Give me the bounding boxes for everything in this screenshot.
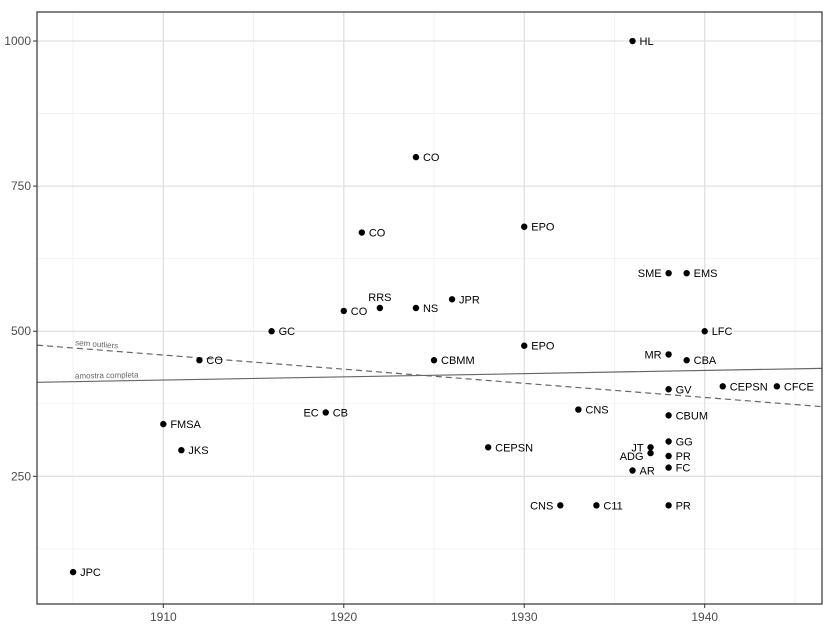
data-point-label: CO (423, 152, 440, 164)
data-point (430, 357, 438, 364)
data-point (268, 328, 275, 335)
data-point-label: GC (279, 326, 296, 338)
data-point (665, 412, 672, 419)
data-point (665, 452, 672, 460)
data-point-label: GV (676, 384, 693, 396)
data-point (665, 438, 672, 445)
data-point (412, 304, 420, 312)
trend-line (36, 344, 823, 408)
data-point (665, 269, 672, 277)
data-point-label: C11 (603, 500, 622, 512)
data-point (521, 223, 528, 230)
data-point (557, 502, 564, 509)
plot-panel-border (36, 11, 823, 605)
y-axis: 250 500 750 1000 (4, 34, 37, 483)
data-point (647, 449, 654, 457)
data-point (773, 383, 781, 390)
data-point (358, 229, 366, 236)
data-point (178, 446, 185, 454)
data-point (719, 383, 726, 390)
data-point-label: LFC (712, 326, 733, 338)
y-tick-label: 750 (11, 179, 31, 193)
data-point-label: EPO (531, 222, 555, 234)
data-point-label: PR (676, 500, 691, 512)
data-point-label: CO (206, 355, 223, 367)
data-point-label: JKS (188, 445, 208, 457)
data-point-label: MR (644, 349, 661, 361)
minor-gridlines (37, 12, 822, 604)
data-point-label: JT (631, 442, 644, 454)
data-point-label: JPR (459, 294, 480, 306)
trend-line-label: amostra completa (75, 370, 139, 380)
data-point-label: CNS (585, 405, 608, 417)
data-point (521, 342, 528, 349)
y-tick-label: 500 (11, 324, 31, 338)
y-tick-label: 250 (11, 469, 31, 483)
data-point-label: EC (303, 407, 318, 419)
data-point (340, 307, 347, 315)
data-point-label: CEPSN (495, 442, 533, 454)
data-point (448, 296, 456, 303)
data-point-label: CFCE (784, 381, 814, 393)
data-point (665, 386, 672, 393)
data-point (69, 568, 77, 576)
major-gridlines (37, 12, 822, 604)
data-point-label: RRS (368, 292, 391, 304)
data-point (647, 444, 654, 451)
trend-lines: amostra completa sem outliers (36, 338, 823, 408)
data-point (683, 357, 690, 364)
data-point-label: EPO (531, 341, 555, 353)
trend-line-label: sem outliers (75, 338, 119, 350)
data-point (593, 502, 600, 509)
data-point-label: CEPSN (730, 381, 768, 393)
data-point (665, 464, 672, 471)
data-point (665, 351, 672, 358)
data-point-label: SME (638, 268, 662, 280)
data-points: JPCFMSAJKSCOGCCBECCOCORRSCONSCBMMJPRCEPS… (69, 36, 814, 579)
data-point (160, 420, 167, 428)
data-point (701, 328, 708, 335)
data-point-label: CNS (530, 500, 553, 512)
data-point (629, 467, 636, 474)
x-axis: 1910 1920 1930 1940 (150, 604, 718, 624)
data-point-label: NS (423, 303, 438, 315)
data-point (322, 409, 329, 416)
data-point-label: PR (676, 451, 691, 463)
data-point-label: EMS (694, 268, 718, 280)
y-tick-label: 1000 (4, 34, 31, 48)
data-point-label: FMSA (170, 419, 201, 431)
data-point-label: CBUM (676, 410, 708, 422)
data-point-label: JPC (80, 567, 101, 579)
x-tick-label: 1930 (511, 610, 538, 624)
data-point-label: CBA (694, 355, 717, 367)
data-point-label: CBMM (441, 355, 475, 367)
data-point-label: CO (369, 228, 386, 240)
data-point-label: FC (676, 463, 691, 475)
data-point (683, 269, 690, 277)
x-tick-label: 1910 (150, 610, 177, 624)
data-point (412, 153, 420, 161)
x-tick-label: 1920 (330, 610, 357, 624)
data-point-label: CO (351, 306, 368, 318)
data-point-label: CB (333, 407, 348, 419)
data-point-label: AR (640, 466, 655, 478)
data-point (629, 37, 636, 45)
data-point (484, 444, 492, 451)
data-point (665, 502, 672, 509)
data-point (196, 357, 203, 364)
data-point-label: ADG (620, 451, 644, 463)
data-point (575, 406, 582, 413)
data-point (376, 304, 384, 312)
x-tick-label: 1940 (691, 610, 718, 624)
data-point-label: HL (640, 36, 654, 48)
data-point-label: GG (676, 436, 693, 448)
